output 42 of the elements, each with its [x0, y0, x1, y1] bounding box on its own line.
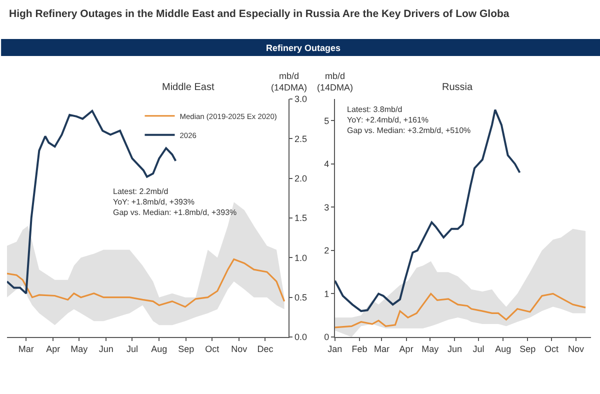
y-tick-label: 5 [324, 116, 330, 126]
text: Refinery Outages [266, 43, 341, 53]
y-tick-label: 1.0 [294, 252, 307, 263]
y-axis-title: mb/d (14DMA) [271, 71, 308, 93]
y-tick-label: 1.5 [294, 213, 307, 224]
annotation: Latest: 3.8mb/d YoY: +2.4mb/d, +161% Gap vs. Median: +3.2mb/d, +510% [347, 105, 471, 135]
x-tick-label: Apr [46, 344, 60, 354]
text: High Refinery Outages in the Middle East and Especially in Russia Are the Key Drivers of Low Globa [9, 8, 510, 20]
x-tick-label: Sep [520, 344, 536, 354]
y-tick-label: 1 [324, 288, 330, 299]
x-tick-label: Jul [472, 344, 484, 354]
x-tick-label: Aug [151, 344, 168, 354]
y-tick-label: 2 [324, 246, 330, 256]
x-tick-label: Feb [352, 344, 368, 354]
x-tick-label: Oct [544, 344, 559, 354]
y-tick-label: 3.0 [294, 94, 307, 104]
x-tick-label: Dec [257, 344, 274, 354]
x-tick-label: Mar [18, 344, 34, 354]
annotation: Latest: 2.2mb/d YoY: +1.8mb/d, +393% Gap vs. Median: +1.8mb/d, +393% [113, 187, 237, 217]
x-tick-label: Nov [231, 344, 248, 354]
y-tick-label: 0.0 [294, 332, 307, 342]
x-tick-label: Nov [568, 344, 585, 354]
y-tick-label: 2.5 [294, 134, 307, 144]
y-tick-label: 2.0 [294, 173, 307, 184]
x-tick-label: May [422, 344, 440, 354]
x-tick-label: Sep [178, 344, 194, 354]
y-tick-label: 4 [324, 159, 330, 170]
x-tick-label: May [70, 344, 88, 354]
x-tick-label: Jul [126, 344, 138, 354]
y-axis-title: mb/d (14DMA) [317, 71, 354, 93]
x-tick-label: Mar [374, 344, 390, 354]
x-tick-label: Aug [495, 344, 512, 354]
x-tick-label: Apr [399, 344, 414, 354]
y-tick-label: 3 [324, 202, 330, 212]
chart-title: Middle East [162, 82, 214, 93]
x-tick-label: Jun [447, 344, 462, 354]
y-tick-label: 0 [324, 332, 330, 342]
chart-title: Russia [442, 82, 474, 93]
x-tick-label: Oct [205, 344, 220, 354]
x-tick-label: Jan [328, 344, 342, 354]
y-tick-label: 0.5 [294, 292, 307, 302]
x-tick-label: Jun [98, 344, 114, 354]
